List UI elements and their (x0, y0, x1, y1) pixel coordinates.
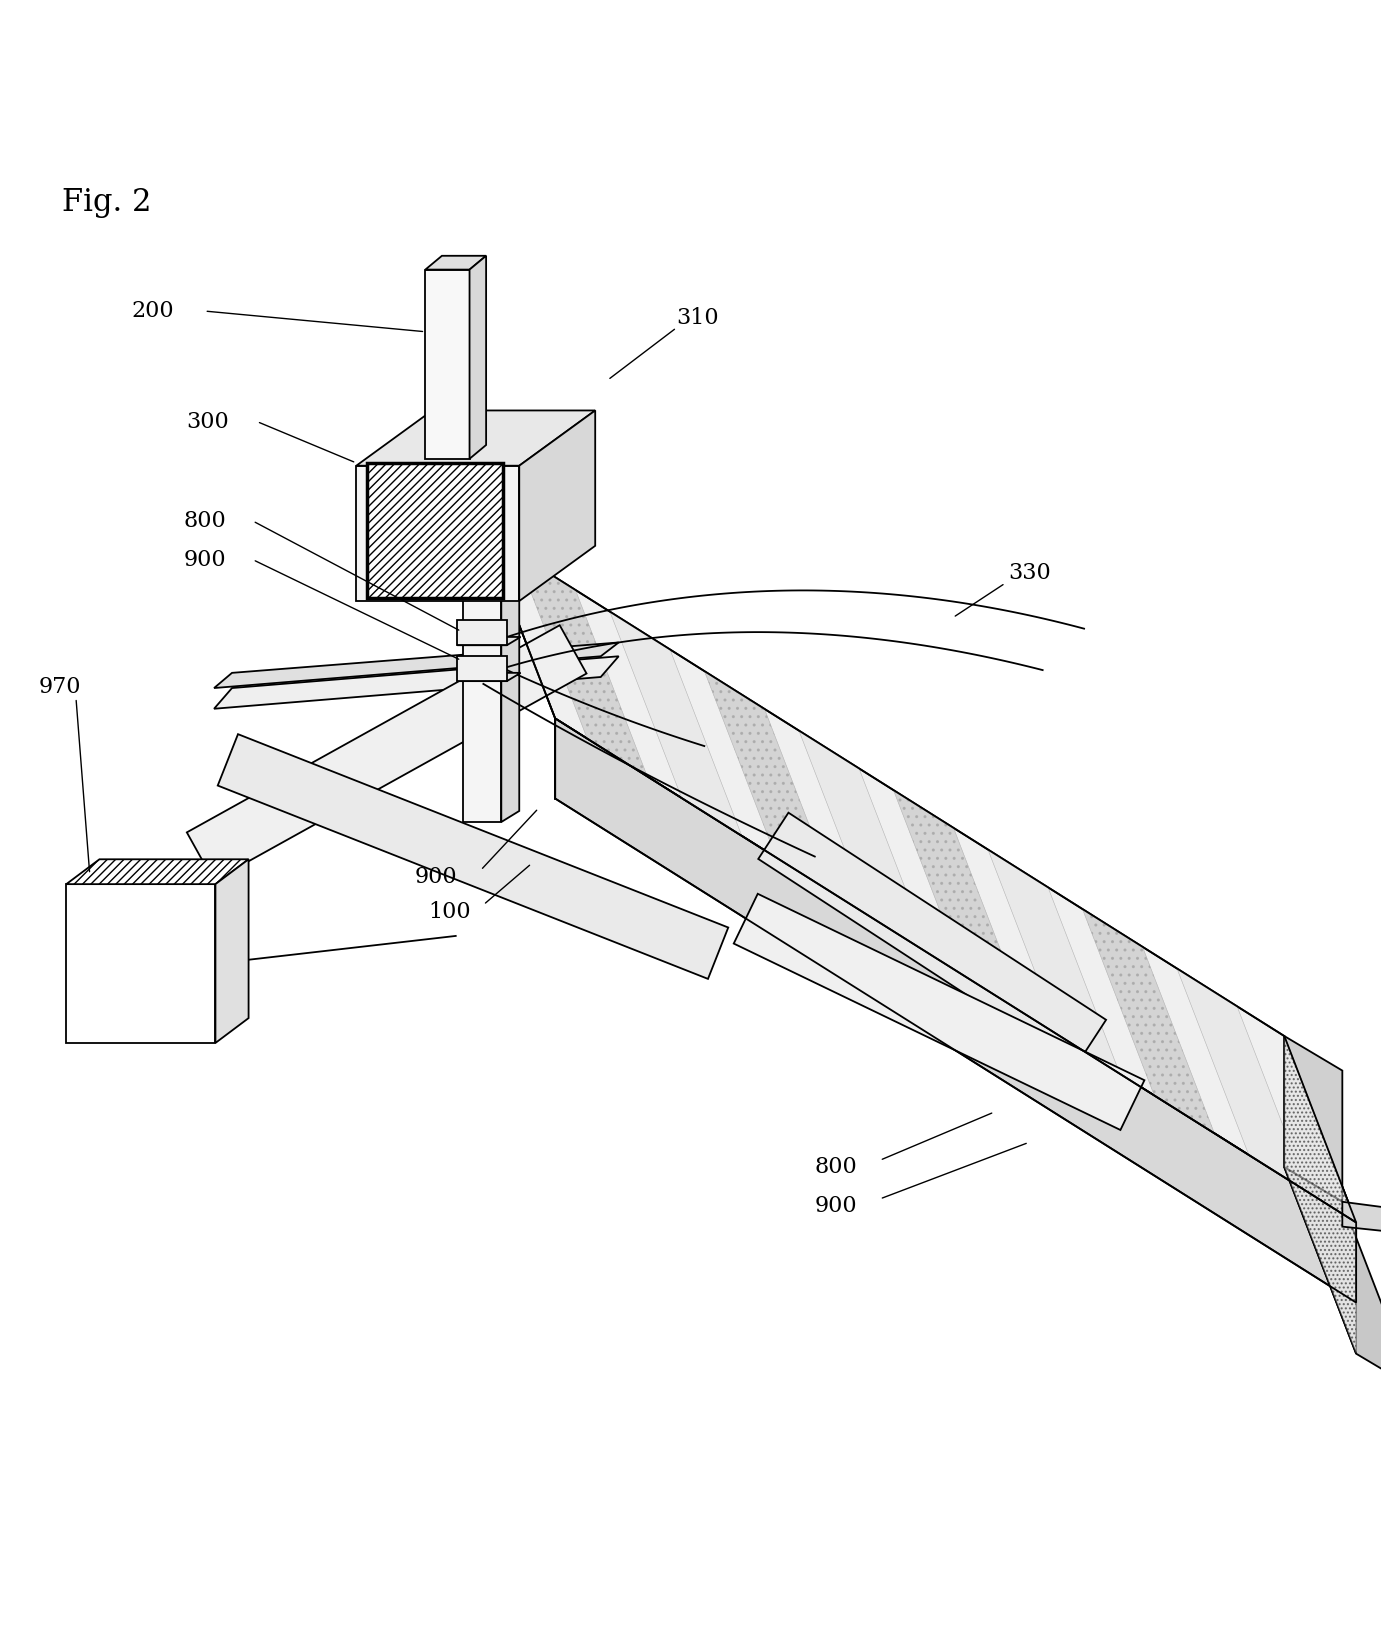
Text: 310: 310 (677, 307, 720, 329)
Polygon shape (501, 584, 519, 822)
Text: 900: 900 (184, 549, 226, 570)
Polygon shape (356, 465, 519, 602)
Text: 800: 800 (184, 510, 226, 533)
Polygon shape (425, 256, 486, 270)
Polygon shape (704, 671, 837, 896)
Polygon shape (987, 850, 1120, 1074)
Polygon shape (758, 812, 1106, 1065)
Polygon shape (483, 533, 1356, 1223)
Polygon shape (894, 791, 1025, 1014)
Polygon shape (1177, 968, 1309, 1194)
Polygon shape (457, 620, 507, 644)
Polygon shape (1284, 1167, 1381, 1388)
Polygon shape (1284, 1036, 1356, 1353)
Polygon shape (186, 625, 587, 881)
Text: Fig. 2: Fig. 2 (62, 187, 152, 217)
Polygon shape (214, 643, 619, 689)
Polygon shape (425, 270, 470, 459)
Polygon shape (367, 464, 503, 598)
Polygon shape (457, 656, 507, 681)
Polygon shape (800, 730, 931, 955)
Text: 970: 970 (39, 676, 81, 697)
Polygon shape (1284, 1036, 1356, 1353)
Text: 900: 900 (815, 1195, 858, 1217)
Polygon shape (1284, 1036, 1342, 1202)
Polygon shape (1342, 1202, 1381, 1231)
Polygon shape (519, 411, 595, 602)
Polygon shape (215, 860, 249, 1042)
Text: 200: 200 (131, 299, 174, 322)
Text: 300: 300 (186, 411, 229, 432)
Polygon shape (457, 672, 521, 681)
Polygon shape (214, 656, 619, 709)
Text: 330: 330 (1008, 562, 1051, 584)
Polygon shape (66, 884, 215, 1042)
Polygon shape (218, 735, 728, 978)
Polygon shape (733, 894, 1145, 1129)
Polygon shape (515, 552, 648, 776)
Polygon shape (66, 860, 249, 884)
Text: 800: 800 (815, 1156, 858, 1179)
Polygon shape (610, 612, 742, 835)
Polygon shape (457, 636, 521, 644)
Polygon shape (555, 718, 1356, 1302)
Polygon shape (470, 256, 486, 459)
Text: 900: 900 (414, 866, 457, 888)
Polygon shape (463, 593, 501, 822)
Text: 100: 100 (428, 901, 471, 922)
Polygon shape (356, 411, 595, 465)
Polygon shape (1083, 909, 1214, 1133)
